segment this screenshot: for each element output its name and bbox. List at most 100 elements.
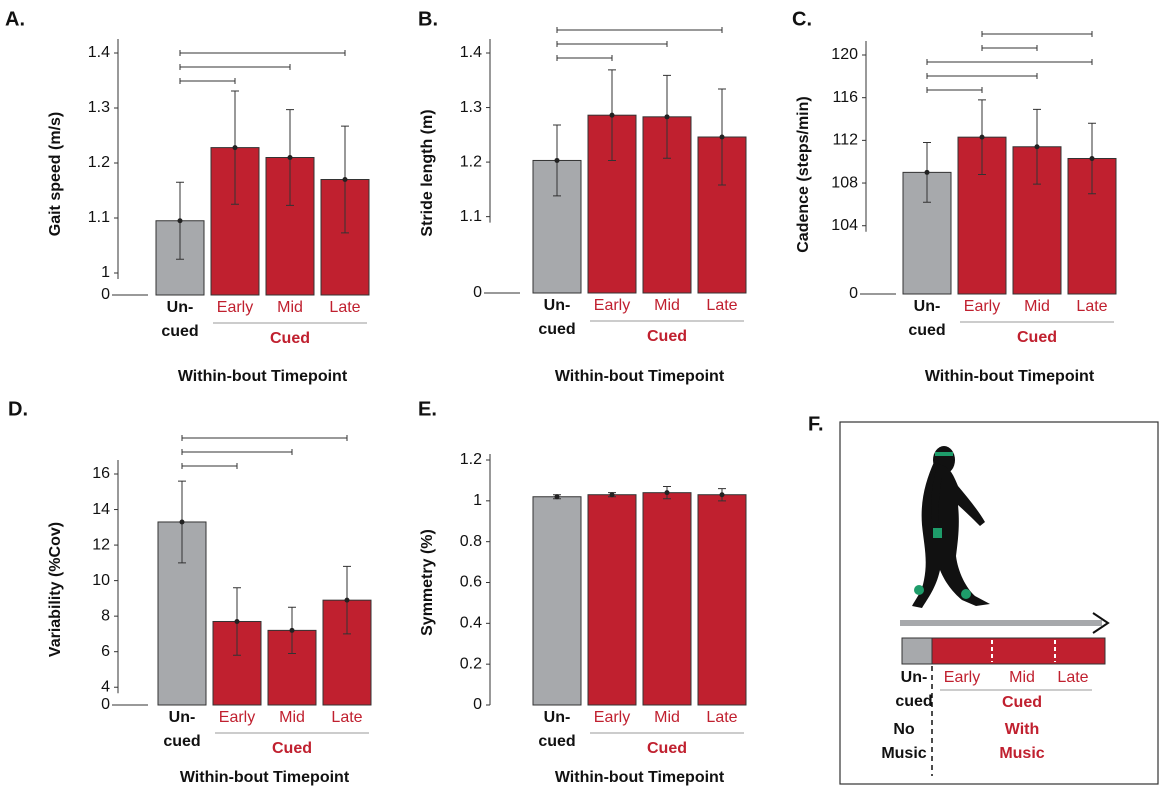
x-tick-label: Mid [654, 709, 680, 726]
y-tick-label: 16 [92, 465, 110, 482]
x-tick-label: Mid [1024, 298, 1050, 315]
group-label: Cued [1002, 694, 1042, 711]
y-tick-label: 10 [92, 572, 110, 589]
mean-dot [345, 598, 350, 603]
y-axis-label: Cadence (steps/min) [795, 96, 812, 252]
y-tick-label: 12 [92, 536, 110, 553]
phase-label: Late [1057, 669, 1088, 686]
significance-bracket [182, 435, 347, 441]
y-tick-label: 8 [101, 607, 110, 624]
mean-dot [925, 170, 930, 175]
y-tick-label: 4 [101, 678, 110, 695]
mean-dot [610, 113, 615, 118]
mean-dot [665, 490, 670, 495]
y-tick-label: 6 [101, 643, 110, 660]
y-tick-label: 1.2 [460, 451, 482, 468]
significance-bracket [927, 73, 1037, 79]
phase-label: Mid [1009, 669, 1035, 686]
y-tick-label: 0.6 [460, 574, 482, 591]
mean-dot [1090, 156, 1095, 161]
significance-bracket [180, 78, 235, 84]
y-tick-label: 1.4 [460, 44, 482, 61]
x-tick-label: Late [1076, 298, 1107, 315]
x-tick-label: Un-cued [538, 709, 575, 750]
mean-dot [555, 494, 560, 499]
uncued-segment [902, 638, 932, 664]
x-axis-label: Within-bout Timepoint [555, 769, 725, 786]
x-tick-label: Mid [654, 297, 680, 314]
x-tick-label: Early [594, 297, 630, 314]
x-tick-label: Early [217, 299, 253, 316]
y-tick-label: 0 [473, 696, 482, 713]
y-tick-label: 116 [832, 89, 858, 106]
y-tick-label: 0.2 [460, 655, 482, 672]
mean-dot [610, 492, 615, 497]
x-tick-label: Late [706, 297, 737, 314]
bar [533, 497, 581, 705]
significance-bracket [982, 31, 1092, 37]
significance-bracket [557, 41, 667, 47]
y-tick-label: 1.3 [88, 99, 110, 116]
y-axis-label: Gait speed (m/s) [47, 112, 64, 236]
significance-bracket [927, 87, 982, 93]
y-tick-label: 0.8 [460, 533, 482, 550]
mean-dot [290, 628, 295, 633]
y-axis-label: Variability (%Cov) [47, 522, 64, 657]
bar [698, 495, 746, 705]
sensor-head [935, 452, 953, 456]
x-axis-label: Within-bout Timepoint [180, 769, 350, 786]
condition-label: NoMusic [881, 721, 926, 762]
group-label: Cued [270, 330, 310, 347]
y-tick-label: 1.2 [460, 153, 482, 170]
group-label: Cued [647, 328, 687, 345]
mean-dot [288, 155, 293, 160]
significance-bracket [180, 64, 290, 70]
y-axis-label: Stride length (m) [419, 109, 436, 236]
x-axis-label: Within-bout Timepoint [555, 368, 725, 385]
y-tick-label: 104 [831, 217, 858, 234]
x-axis-label: Within-bout Timepoint [925, 368, 1095, 385]
sensor-ankle [961, 589, 971, 599]
mean-dot [665, 114, 670, 119]
x-axis-label: Within-bout Timepoint [178, 368, 348, 385]
x-tick-label: Un-cued [538, 297, 575, 338]
panel-label: C. [792, 8, 812, 30]
x-tick-label: Late [329, 299, 360, 316]
x-tick-label: Early [594, 709, 630, 726]
y-tick-label: 108 [831, 174, 858, 191]
y-tick-label: 0 [101, 286, 110, 303]
cued-segment [932, 638, 1105, 664]
mean-dot [980, 135, 985, 140]
x-tick-label: Un-cued [908, 298, 945, 339]
group-label: Cued [272, 740, 312, 757]
bar [643, 493, 691, 705]
y-tick-label: 1 [101, 264, 110, 281]
x-tick-label: Un-cued [163, 709, 200, 750]
x-tick-label: Early [219, 709, 255, 726]
significance-bracket [180, 50, 345, 56]
significance-bracket [557, 27, 722, 33]
significance-bracket [927, 59, 1092, 65]
y-tick-label: 1.3 [460, 99, 482, 116]
bar [588, 495, 636, 705]
x-tick-label: Early [964, 298, 1000, 315]
mean-dot [1035, 144, 1040, 149]
panel-label: D. [8, 398, 28, 420]
group-label: Cued [1017, 329, 1057, 346]
y-tick-label: 1.1 [460, 208, 482, 225]
x-tick-label: Mid [277, 299, 303, 316]
mean-dot [343, 177, 348, 182]
y-tick-label: 0 [849, 285, 858, 302]
mean-dot [720, 135, 725, 140]
y-axis-label: Symmetry (%) [419, 529, 436, 636]
y-tick-label: 0.4 [460, 615, 482, 632]
panel-label: F. [808, 413, 824, 435]
uncued-label: Un-cued [895, 669, 932, 710]
y-tick-label: 0 [473, 284, 482, 301]
x-tick-label: Un-cued [161, 299, 198, 340]
panel-label: E. [418, 398, 437, 420]
mean-dot [555, 158, 560, 163]
group-label: Cued [647, 740, 687, 757]
mean-dot [235, 619, 240, 624]
